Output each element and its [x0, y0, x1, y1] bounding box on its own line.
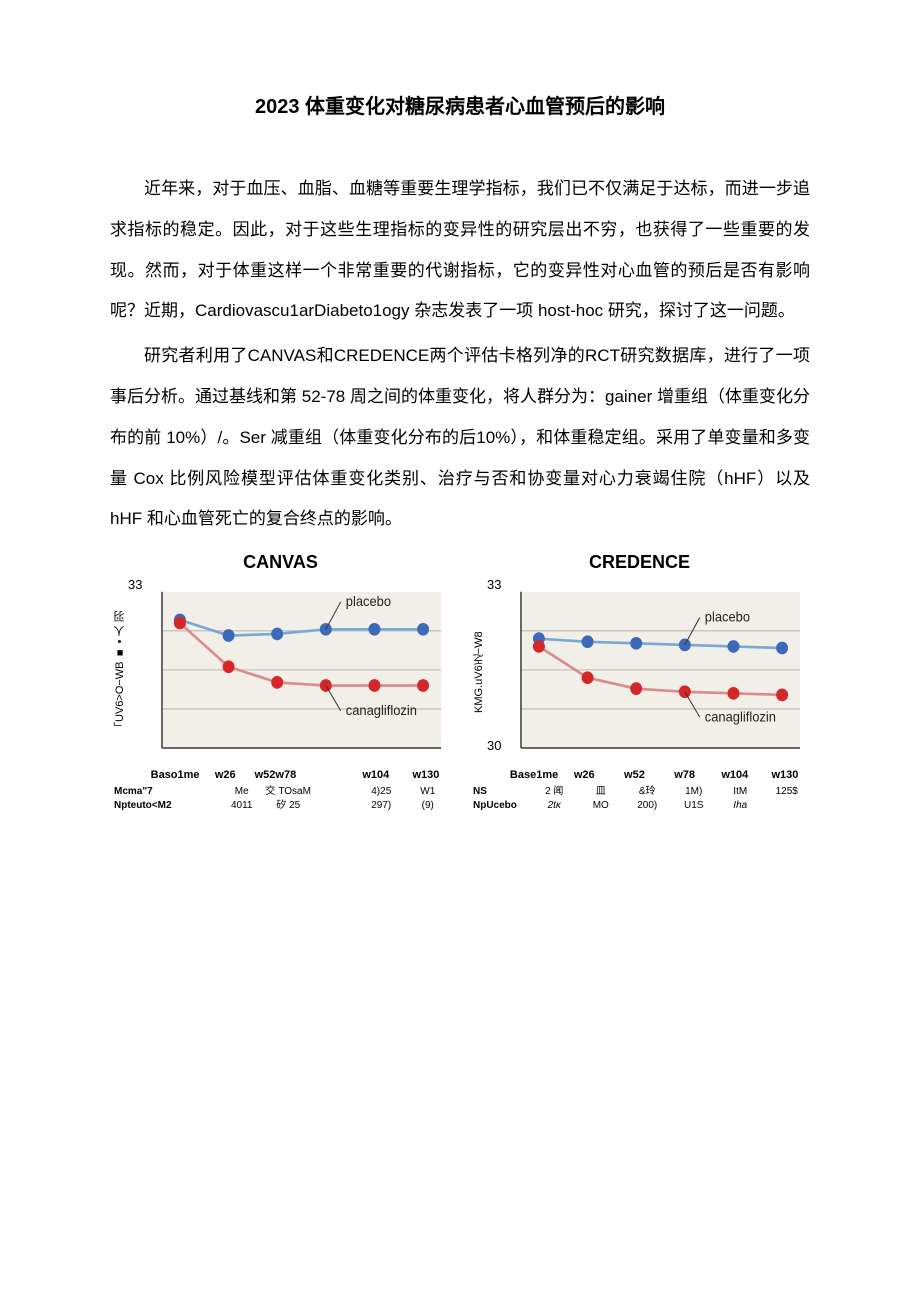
count-value: 297): [358, 799, 405, 813]
document-title: 2023 体重变化对糖尿病患者心血管预后的影响: [110, 90, 810, 119]
count-row-label: Npteuto<M2: [114, 799, 172, 813]
canvas-chart-title: CANVAS: [110, 552, 451, 573]
credence-chart-column: CREDENCE KMG.uV6乏−W8 33 30 placebo canagl…: [469, 552, 810, 813]
x-tick-label: [301, 769, 351, 781]
count-value: 交 TOsaM: [265, 785, 312, 799]
canvas-chart-column: CANVAS 「UV6>O−WB ■ • 人 羽 33 placebo canag…: [110, 552, 451, 813]
count-value: 2 闻: [531, 785, 578, 799]
canvas-y-axis-label: 「UV6>O−WB ■ • 人 羽: [110, 577, 130, 767]
canvas-plot-svg: placebo canagliflozin: [152, 577, 451, 767]
count-value: Me: [219, 785, 266, 799]
count-row: Npteuto<M2 4011矽 25 297)(9): [114, 799, 451, 813]
count-value: 皿: [578, 785, 625, 799]
canvas-y-max-label: 33: [128, 577, 142, 592]
x-tick-label: w78: [660, 769, 710, 781]
x-tick-label: w52: [609, 769, 659, 781]
credence-chart-title: CREDENCE: [469, 552, 810, 573]
x-tick-label: Base1me: [509, 769, 559, 781]
count-value: 矽 25: [265, 799, 312, 813]
charts-row: CANVAS 「UV6>O−WB ■ • 人 羽 33 placebo canag…: [110, 552, 810, 813]
x-tick-label: w26: [200, 769, 250, 781]
count-value: (9): [405, 799, 452, 813]
count-row-label: NS: [473, 785, 531, 799]
canvas-n-rows: Mcma"7 Me交 TOsaM 4)25W1 Npteuto<M2 4011矽 25 2…: [114, 785, 451, 813]
count-value: [312, 785, 359, 799]
count-value: 125$: [764, 785, 811, 799]
svg-text:placebo: placebo: [705, 610, 750, 625]
count-value: 1M): [671, 785, 718, 799]
count-value: Iha: [717, 799, 764, 813]
count-value: [764, 799, 811, 813]
x-tick-label: w104: [710, 769, 760, 781]
x-tick-label: Baso1me: [150, 769, 200, 781]
count-row: NpUcebo2tκMO200)U1SIha: [473, 799, 810, 813]
paragraph-1: 近年来，对于血压、血脂、血糖等重要生理学指标，我们已不仅满足于达标，而进一步追求…: [110, 169, 810, 332]
count-row: Mcma"7 Me交 TOsaM 4)25W1: [114, 785, 451, 799]
count-row-label: Mcma"7: [114, 785, 172, 799]
count-value: &玲: [624, 785, 671, 799]
svg-text:canagliflozin: canagliflozin: [346, 703, 417, 718]
svg-text:canagliflozin: canagliflozin: [705, 709, 776, 724]
count-value: 4)25: [358, 785, 405, 799]
credence-y-axis-label: KMG.uV6乏−W8: [469, 577, 489, 767]
canvas-plot-area: placebo canagliflozin: [152, 577, 451, 767]
count-value: W1: [405, 785, 452, 799]
svg-text:placebo: placebo: [346, 594, 391, 609]
credence-y-min-label: 30: [487, 738, 501, 753]
count-value: [172, 785, 219, 799]
document-page: 2023 体重变化对糖尿病患者心血管预后的影响 近年来，对于血压、血脂、血糖等重…: [0, 0, 920, 853]
x-tick-label: w130: [760, 769, 810, 781]
count-value: 2tκ: [531, 799, 578, 813]
credence-n-rows: NS2 闻皿&玲1M)ItM125$NpUcebo2tκMO200)U1SIha: [473, 785, 810, 813]
count-value: 4011: [219, 799, 266, 813]
count-row-label: NpUcebo: [473, 799, 531, 813]
x-tick-label: w52w78: [250, 769, 300, 781]
x-tick-label: w26: [559, 769, 609, 781]
credence-chart-box: KMG.uV6乏−W8 33 30 placebo canagliflozin: [469, 577, 810, 767]
count-value: 200): [624, 799, 671, 813]
paragraph-2: 研究者利用了CANVAS和CREDENCE两个评估卡格列净的RCT研究数据库，进…: [110, 336, 810, 540]
count-value: MO: [578, 799, 625, 813]
x-tick-label: w104: [351, 769, 401, 781]
credence-y-max-label: 33: [487, 577, 501, 592]
credence-plot-area: placebo canagliflozin: [511, 577, 810, 767]
canvas-x-ticks: Baso1mew26w52w78 w104w130: [150, 769, 451, 781]
count-value: ItM: [717, 785, 764, 799]
count-value: U1S: [671, 799, 718, 813]
credence-x-ticks: Base1mew26w52w78w104w130: [509, 769, 810, 781]
count-row: NS2 闻皿&玲1M)ItM125$: [473, 785, 810, 799]
credence-plot-svg: placebo canagliflozin: [511, 577, 810, 767]
x-tick-label: w130: [401, 769, 451, 781]
count-value: [312, 799, 359, 813]
count-value: [172, 799, 219, 813]
canvas-chart-box: 「UV6>O−WB ■ • 人 羽 33 placebo canagliflozi…: [110, 577, 451, 767]
